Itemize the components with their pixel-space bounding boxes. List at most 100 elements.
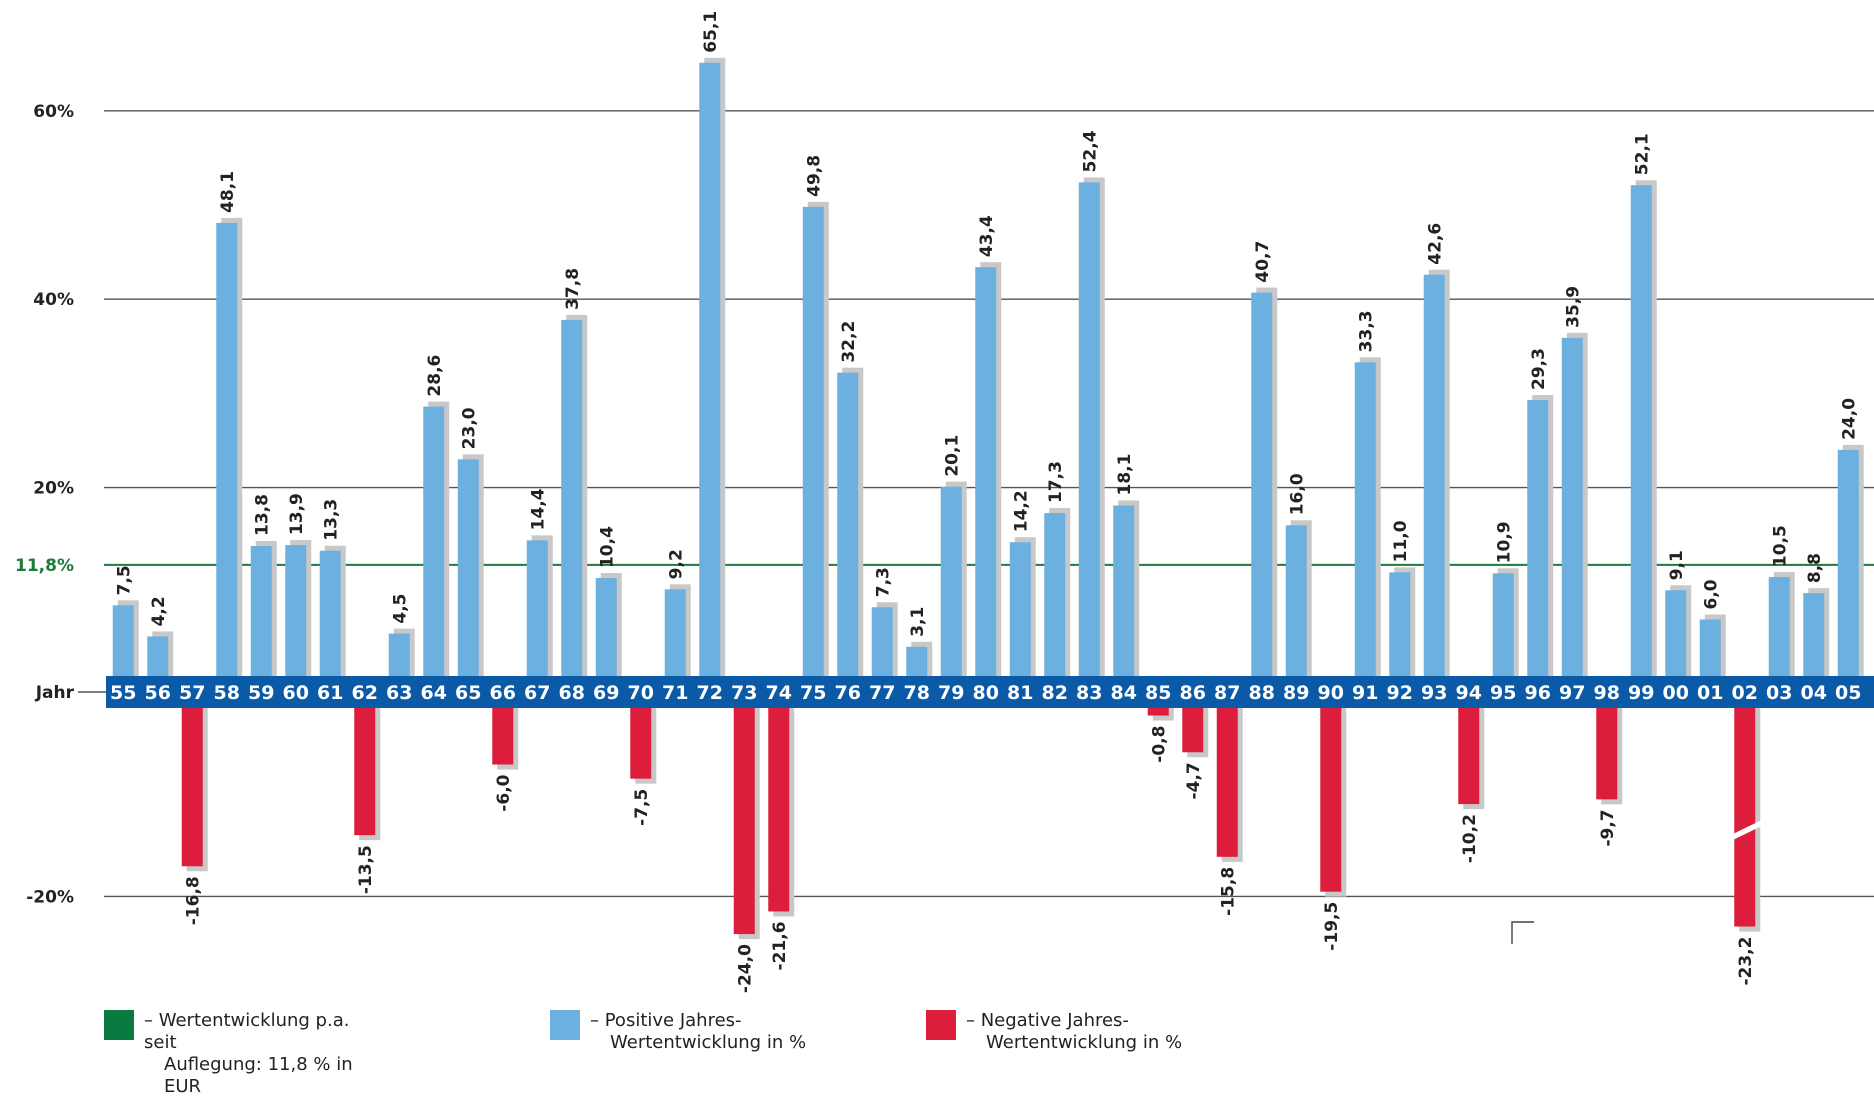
- year-label: 79: [938, 682, 964, 704]
- y-tick-label: -20%: [26, 887, 74, 907]
- data-label: -10,2: [1460, 814, 1480, 863]
- data-label: -19,5: [1322, 902, 1342, 951]
- bar-positive: [1113, 505, 1135, 676]
- year-label: 92: [1387, 682, 1413, 704]
- data-label: -4,7: [1184, 762, 1204, 799]
- data-label: 13,9: [287, 493, 307, 535]
- data-label: 28,6: [425, 355, 445, 397]
- year-label: 02: [1732, 682, 1758, 704]
- bars-layer: [112, 57, 1864, 940]
- data-label: 29,3: [1529, 348, 1549, 390]
- bar-negative: [1216, 708, 1238, 857]
- bar-negative: [768, 708, 790, 912]
- legend-swatch-positive: [550, 1010, 580, 1040]
- legend-item-positive: – Positive Jahres- Wertentwicklung in %: [550, 1010, 820, 1054]
- legend-average-line1: – Wertentwicklung p.a. seit: [144, 1010, 350, 1053]
- legend-negative-line1: – Negative Jahres-: [966, 1010, 1129, 1031]
- year-label: 00: [1663, 682, 1689, 704]
- y-tick-label: 40%: [33, 290, 74, 310]
- data-label: -24,0: [735, 944, 755, 993]
- year-label: 03: [1766, 682, 1792, 704]
- year-label: 88: [1249, 682, 1275, 704]
- data-label: 42,6: [1425, 223, 1445, 265]
- data-label: -21,6: [770, 921, 790, 970]
- bar-positive: [526, 540, 548, 676]
- data-label: 13,3: [321, 499, 341, 541]
- year-label: 98: [1594, 682, 1620, 704]
- data-label: 35,9: [1563, 286, 1583, 328]
- bar-positive: [147, 636, 169, 676]
- data-label: 43,4: [977, 215, 997, 257]
- data-label: 40,7: [1253, 241, 1273, 283]
- data-label: 48,1: [218, 171, 238, 213]
- x-axis-title: Jahr: [35, 683, 75, 703]
- data-label: -7,5: [632, 789, 652, 826]
- bar-positive: [1078, 182, 1100, 676]
- year-label: 58: [214, 682, 240, 704]
- bar-negative: [1596, 708, 1618, 800]
- data-label: 65,1: [701, 11, 721, 53]
- data-label: 13,8: [252, 494, 272, 536]
- data-label: 17,3: [1046, 461, 1066, 503]
- year-label: 99: [1628, 682, 1654, 704]
- data-label: 7,5: [114, 565, 134, 595]
- year-label: 61: [317, 682, 343, 704]
- year-label: 90: [1318, 682, 1344, 704]
- year-label: 83: [1076, 682, 1102, 704]
- year-label: 81: [1007, 682, 1033, 704]
- data-label: 3,1: [908, 607, 928, 637]
- year-label: 70: [628, 682, 654, 704]
- bar-negative: [1458, 708, 1480, 805]
- bar-positive: [664, 589, 686, 676]
- data-label: 24,0: [1839, 398, 1859, 440]
- year-label: 68: [559, 682, 585, 704]
- year-label: 77: [869, 682, 895, 704]
- year-label: 72: [697, 682, 723, 704]
- bar-positive: [1044, 513, 1066, 676]
- year-label: 66: [490, 682, 516, 704]
- bar-positive: [423, 406, 445, 676]
- axis-break-marker: [1730, 819, 1764, 842]
- year-label: 74: [766, 682, 792, 704]
- legend-item-average: – Wertentwicklung p.a. seit Auflegung: 1…: [104, 1010, 374, 1098]
- year-label: 93: [1421, 682, 1447, 704]
- average-label: 11,8%: [15, 556, 74, 576]
- bar-negative: [733, 708, 755, 935]
- year-label: 64: [421, 682, 447, 704]
- data-label: 4,5: [390, 593, 410, 623]
- bar-negative: [1147, 708, 1169, 716]
- year-label: 78: [904, 682, 930, 704]
- data-label: -23,2: [1736, 937, 1756, 986]
- bar-positive: [1803, 593, 1825, 676]
- data-label: -0,8: [1149, 726, 1169, 763]
- data-label: 10,4: [597, 526, 617, 568]
- bar-positive: [699, 62, 721, 677]
- year-label: 65: [455, 682, 481, 704]
- bar-positive: [1354, 362, 1376, 676]
- data-label: -16,8: [183, 876, 203, 925]
- legend-swatch-negative: [926, 1010, 956, 1040]
- bar-positive: [216, 222, 238, 676]
- data-label: -15,8: [1218, 867, 1238, 916]
- year-label: 67: [524, 682, 550, 704]
- year-label: 69: [593, 682, 619, 704]
- legend-swatch-average: [104, 1010, 134, 1040]
- data-labels-layer: 7,5 4,2 -16,8 48,1 13,8 13,9 13,3 -13,5 4,5 28,6 2…: [114, 11, 1859, 993]
- bar-negative: [1734, 708, 1756, 927]
- legend-item-negative: – Negative Jahres- Wertentwicklung in %: [926, 1010, 1196, 1054]
- legend-positive-line1: – Positive Jahres-: [590, 1010, 742, 1031]
- performance-bar-chart: -20% 20% 40% 60% 11,8% 55 56 57 58 59 60 61 62 63 64 6…: [15, 11, 1874, 993]
- bar-positive: [457, 459, 479, 676]
- year-label: 80: [973, 682, 999, 704]
- bar-positive: [285, 545, 307, 676]
- bar-negative: [492, 708, 514, 765]
- data-label: 37,8: [563, 268, 583, 310]
- year-label: 71: [662, 682, 688, 704]
- bar-positive: [1492, 573, 1514, 676]
- corner-mark: [1511, 921, 1534, 944]
- bar-positive: [837, 372, 859, 676]
- bar-positive: [1389, 572, 1411, 676]
- data-label: -13,5: [356, 845, 376, 894]
- year-label: 60: [283, 682, 309, 704]
- data-label: 33,3: [1356, 310, 1376, 352]
